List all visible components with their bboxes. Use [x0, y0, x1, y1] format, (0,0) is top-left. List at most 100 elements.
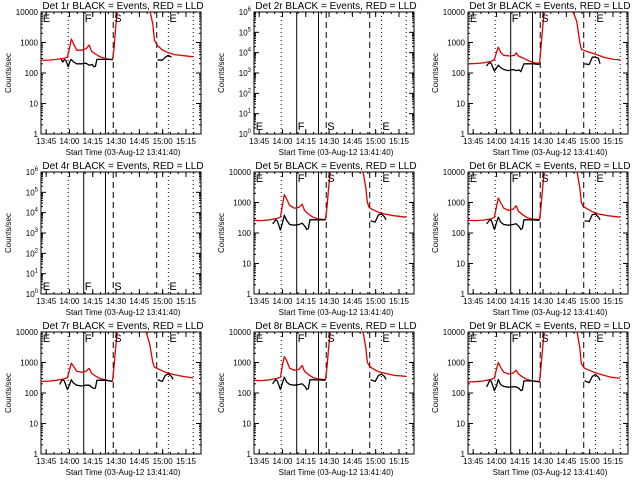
x-tick-label: 14:45	[129, 297, 150, 306]
x-tick-label: 15:00	[580, 137, 601, 146]
panel-det-2: Det 2r BLACK = Events, RED = LLD Counts/s…	[217, 1, 417, 157]
y-tick-label: 100	[25, 389, 39, 398]
y-tick-label: 1000	[447, 39, 465, 48]
y-tick-label: 103	[239, 68, 252, 78]
y-tick-label: 10	[29, 100, 38, 109]
phase-marker-label: S	[327, 173, 334, 185]
series-group	[41, 332, 194, 391]
series-lld-line	[254, 172, 407, 222]
x-tick-label: 15:15	[603, 137, 624, 146]
y-axis-label: Counts/sec	[217, 53, 226, 93]
series-group	[254, 332, 407, 391]
panel-det-1: Det 1r BLACK = Events, RED = LLD Counts/s…	[4, 1, 204, 157]
x-tick-label: 14:45	[342, 297, 363, 306]
x-tick-label: 14:00	[486, 457, 507, 466]
x-tick-label: 15:15	[389, 297, 410, 306]
x-tick-label: 13:45	[36, 137, 57, 146]
y-tick-label: 100	[238, 389, 252, 398]
x-tick-label: 13:45	[463, 137, 484, 146]
y-tick-label: 1000	[447, 199, 465, 208]
y-tick-label: 1	[247, 450, 252, 459]
panel-title: Det 5r BLACK = Events, RED = LLD	[255, 161, 416, 172]
panel-title: Det 3r BLACK = Events, RED = LLD	[469, 1, 630, 12]
phase-marker-label: S	[114, 281, 121, 293]
x-tick-label: 14:30	[106, 137, 127, 146]
phase-marker-label: F	[298, 173, 305, 185]
phase-marker-label: F	[85, 333, 92, 345]
y-tick-label: 1000	[233, 199, 251, 208]
y-axis-label: Counts/sec	[4, 213, 13, 253]
x-tick-label: 14:00	[486, 297, 507, 306]
series-events-line	[486, 213, 601, 231]
series-events-line	[272, 213, 387, 231]
phase-marker-label: E	[596, 13, 603, 25]
series-events-line	[486, 56, 601, 73]
x-tick-label: 15:00	[153, 137, 174, 146]
x-tick-label: 15:15	[603, 457, 624, 466]
x-tick-label: 14:15	[510, 297, 531, 306]
x-tick-label: 14:15	[83, 457, 104, 466]
y-tick-label: 106	[239, 7, 252, 17]
y-tick-label: 105	[239, 27, 252, 37]
series-lld-line	[254, 332, 407, 382]
y-axis-label: Counts/sec	[431, 373, 440, 413]
y-tick-label: 10	[456, 100, 465, 109]
x-tick-label: 15:00	[153, 297, 174, 306]
phase-marker-label: S	[327, 121, 334, 133]
x-tick-label: 13:45	[249, 297, 270, 306]
y-axis-label: Counts/sec	[217, 373, 226, 413]
series-events-line	[486, 373, 601, 392]
x-tick-label: 15:15	[176, 137, 197, 146]
x-tick-label: 14:15	[296, 457, 317, 466]
panel-det-5: Det 5r BLACK = Events, RED = LLD Counts/s…	[217, 161, 417, 317]
x-axis-label: Start Time (03-Aug-12 13:41:40)	[493, 308, 608, 317]
x-tick-label: 15:15	[176, 457, 197, 466]
phase-marker-label: E	[470, 173, 477, 185]
x-tick-label: 14:30	[106, 297, 127, 306]
phase-marker-label: E	[596, 173, 603, 185]
y-tick-label: 1	[461, 130, 466, 139]
series-lld-line	[468, 12, 621, 65]
y-tick-label: 104	[26, 208, 39, 218]
x-axis-label: Start Time (03-Aug-12 13:41:40)	[66, 148, 181, 157]
y-tick-label: 1	[461, 450, 466, 459]
y-tick-label: 10	[456, 260, 465, 269]
y-axis-label: Counts/sec	[4, 373, 13, 413]
x-tick-label: 14:15	[296, 137, 317, 146]
y-tick-label: 10000	[443, 328, 466, 337]
phase-marker-label: E	[43, 281, 50, 293]
y-tick-label: 10	[29, 420, 38, 429]
x-tick-label: 14:30	[319, 457, 340, 466]
phase-marker-label: E	[256, 121, 263, 133]
y-tick-label: 100	[239, 129, 252, 139]
phase-marker-label: F	[512, 13, 519, 25]
x-tick-label: 14:15	[83, 137, 104, 146]
x-tick-label: 14:15	[510, 457, 531, 466]
x-tick-label: 14:00	[486, 137, 507, 146]
x-axis-label: Start Time (03-Aug-12 13:41:40)	[279, 468, 394, 477]
x-tick-label: 14:45	[556, 137, 577, 146]
x-tick-label: 14:00	[59, 297, 80, 306]
x-tick-label: 13:45	[249, 137, 270, 146]
x-tick-label: 13:45	[36, 297, 57, 306]
panel-det-4: Det 4r BLACK = Events, RED = LLD Counts/s…	[4, 161, 204, 317]
y-tick-label: 1	[34, 130, 39, 139]
phase-marker-label: E	[169, 333, 176, 345]
y-tick-label: 10000	[16, 8, 39, 17]
x-tick-label: 13:45	[463, 297, 484, 306]
x-tick-label: 13:45	[249, 457, 270, 466]
phase-marker-label: S	[541, 13, 548, 25]
series-lld-line	[468, 172, 621, 222]
y-tick-label: 1	[461, 290, 466, 299]
panel-title: Det 8r BLACK = Events, RED = LLD	[255, 321, 416, 332]
y-tick-label: 10	[242, 260, 251, 269]
phase-marker-label: S	[541, 333, 548, 345]
x-tick-label: 15:00	[366, 457, 387, 466]
panel-title: Det 6r BLACK = Events, RED = LLD	[469, 161, 630, 172]
y-tick-label: 1	[247, 290, 252, 299]
y-tick-label: 100	[452, 389, 466, 398]
series-group	[468, 172, 621, 231]
x-tick-label: 14:45	[129, 457, 150, 466]
panel-title: Det 7r BLACK = Events, RED = LLD	[42, 321, 203, 332]
